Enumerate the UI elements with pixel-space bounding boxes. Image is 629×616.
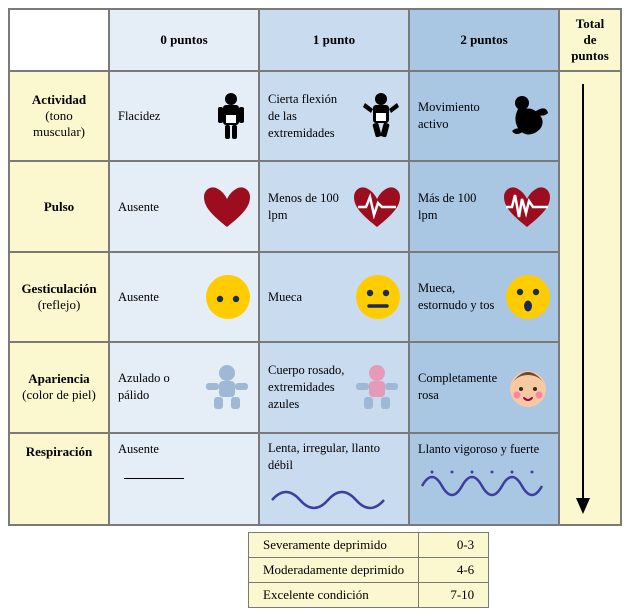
flatline-icon: [124, 478, 184, 479]
header-total: Total de puntos: [559, 9, 621, 71]
cell-respiration-1-text: Lenta, irregular, llanto débil: [268, 440, 400, 474]
header-1-point: 1 punto: [259, 9, 409, 71]
score-legend-table: Severamente deprimido 0-3 Moderadamente …: [248, 532, 489, 608]
cell-activity-0: Flacidez: [109, 71, 259, 161]
cell-grimace-1-text: Mueca: [268, 289, 302, 306]
legend-moderate-label: Moderadamente deprimido: [249, 558, 419, 583]
cell-pulse-2: Más de 100 lpm: [409, 161, 559, 251]
cell-pulse-1: Menos de 100 lpm: [259, 161, 409, 251]
row-label-activity-main: Actividad: [32, 92, 86, 107]
baby-blue-icon: [202, 363, 252, 411]
row-label-grimace-sub: (reflejo): [38, 297, 81, 312]
cell-pulse-0: Ausente: [109, 161, 259, 251]
cell-grimace-0-text: Ausente: [118, 289, 159, 306]
cell-respiration-0-text: Ausente: [118, 441, 159, 458]
legend-excellent-label: Excelente condición: [249, 583, 419, 608]
total-column: [559, 71, 621, 525]
cell-activity-2: Movimiento activo: [409, 71, 559, 161]
legend-severe-range: 0-3: [419, 533, 489, 558]
legend-moderate-range: 4-6: [419, 558, 489, 583]
cell-activity-0-text: Flacidez: [118, 108, 160, 125]
body-flex-icon: [360, 91, 402, 141]
header-2-points: 2 puntos: [409, 9, 559, 71]
cell-respiration-2: Llanto vigoroso y fuerte: [409, 433, 559, 525]
cell-respiration-1: Lenta, irregular, llanto débil: [259, 433, 409, 525]
body-flaccid-icon: [210, 91, 252, 141]
cell-activity-1-text: Cierta flexión de las extremidades: [268, 91, 347, 142]
header-empty: [9, 9, 109, 71]
row-label-activity-sub: (tono muscular): [33, 108, 85, 139]
cell-appearance-1-text: Cuerpo rosado, extremidades azules: [268, 362, 347, 413]
row-label-activity: Actividad (tono muscular): [9, 71, 109, 161]
row-label-appearance-sub: (color de piel): [22, 387, 96, 402]
row-label-grimace-main: Gesticulación: [21, 281, 96, 296]
cell-respiration-2-text: Llanto vigoroso y fuerte: [418, 441, 539, 458]
cell-activity-2-text: Movimiento activo: [418, 99, 497, 133]
apgar-score-table: 0 puntos 1 punto 2 puntos Total de punto…: [8, 8, 622, 526]
cell-grimace-0: Ausente: [109, 252, 259, 342]
row-label-respiration: Respiración: [9, 433, 109, 525]
cell-appearance-2-text: Completamente rosa: [418, 370, 497, 404]
cell-pulse-0-text: Ausente: [118, 199, 159, 216]
cell-appearance-0-text: Azulado o pálido: [118, 370, 197, 404]
baby-mixed-icon: [352, 363, 402, 411]
cell-pulse-2-text: Más de 100 lpm: [418, 190, 497, 224]
cell-pulse-1-text: Menos de 100 lpm: [268, 190, 347, 224]
face-flat-icon: [354, 273, 402, 321]
cell-activity-1: Cierta flexión de las extremidades: [259, 71, 409, 161]
row-label-appearance: Apariencia (color de piel): [9, 342, 109, 432]
cell-grimace-1: Mueca: [259, 252, 409, 342]
cell-appearance-0: Azulado o pálido: [109, 342, 259, 432]
wave-high-icon: [418, 466, 548, 506]
baby-pink-face-icon: [504, 363, 552, 411]
legend-excellent-range: 7-10: [419, 583, 489, 608]
face-o-icon: [504, 273, 552, 321]
row-label-pulse: Pulso: [9, 161, 109, 251]
row-label-appearance-main: Apariencia: [28, 371, 89, 386]
cell-appearance-1: Cuerpo rosado, extremidades azules: [259, 342, 409, 432]
face-blank-icon: [204, 273, 252, 321]
row-label-grimace: Gesticulación (reflejo): [9, 252, 109, 342]
cell-grimace-2-text: Mueca, estornudo y tos: [418, 280, 497, 314]
cell-respiration-0: Ausente: [109, 433, 259, 525]
legend-severe-label: Severamente deprimido: [249, 533, 419, 558]
wave-low-icon: [268, 482, 388, 516]
header-0-points: 0 puntos: [109, 9, 259, 71]
cell-appearance-2: Completamente rosa: [409, 342, 559, 432]
heart-rate-fast-icon: [502, 185, 552, 229]
arrow-down-icon: [568, 78, 598, 518]
heart-plain-icon: [202, 185, 252, 229]
heart-rate-slow-icon: [352, 185, 402, 229]
cell-grimace-2: Mueca, estornudo y tos: [409, 252, 559, 342]
body-active-icon: [506, 91, 552, 141]
